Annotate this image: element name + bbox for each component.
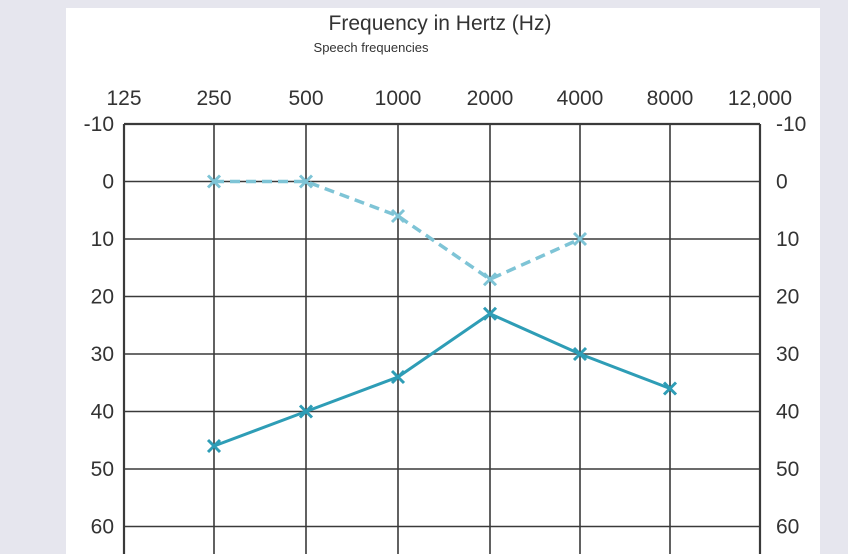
data-point-marker bbox=[206, 438, 222, 454]
data-point-marker bbox=[390, 208, 406, 224]
y-tick-label-right: -10 bbox=[776, 113, 806, 136]
grid bbox=[122, 122, 762, 554]
series-line-2 bbox=[213, 312, 671, 448]
series-layer bbox=[206, 174, 678, 454]
marker-stroke bbox=[390, 369, 406, 385]
data-point-marker bbox=[206, 174, 222, 189]
x-tick-label: 500 bbox=[288, 87, 323, 110]
tick-labels: 125 250 500 1000 2000 4000 8000 12,000 -10 -10 0 0 1… bbox=[84, 87, 807, 539]
x-tick-label: 8000 bbox=[647, 87, 694, 110]
data-point-marker bbox=[390, 369, 406, 385]
data-point-marker bbox=[482, 272, 498, 287]
data-point-marker bbox=[572, 231, 588, 247]
marker-stroke bbox=[206, 438, 222, 454]
y-tick-label-left: 20 bbox=[91, 286, 114, 309]
x-tick-label: 12,000 bbox=[728, 87, 792, 110]
chart-subtitle: Speech frequencies bbox=[314, 40, 429, 55]
y-tick-label-right: 50 bbox=[776, 458, 799, 481]
x-tick-label: 250 bbox=[196, 87, 231, 110]
y-tick-label-right: 20 bbox=[776, 286, 799, 309]
y-tick-label-left: 60 bbox=[91, 516, 114, 539]
marker-stroke bbox=[206, 174, 222, 189]
series-line-1 bbox=[214, 179, 581, 281]
marker-stroke bbox=[390, 208, 406, 224]
marker-stroke bbox=[572, 346, 588, 362]
y-tick-label-right: 10 bbox=[776, 228, 799, 251]
marker-stroke bbox=[662, 381, 678, 396]
marker-stroke bbox=[298, 404, 314, 419]
x-tick-label: 4000 bbox=[557, 87, 604, 110]
y-tick-label-left: 30 bbox=[91, 343, 114, 366]
y-tick-label-left: 0 bbox=[102, 171, 114, 194]
marker-stroke bbox=[572, 231, 588, 247]
y-tick-label-left: -10 bbox=[84, 113, 114, 136]
x-tick-label: 1000 bbox=[375, 87, 422, 110]
data-point-marker bbox=[298, 174, 314, 189]
y-tick-label-left: 40 bbox=[91, 401, 114, 424]
marker-stroke bbox=[482, 272, 498, 287]
chart-title: Frequency in Hertz (Hz) bbox=[329, 12, 552, 35]
y-tick-label-right: 30 bbox=[776, 343, 799, 366]
data-point-marker bbox=[662, 381, 678, 396]
y-tick-label-right: 60 bbox=[776, 516, 799, 539]
data-point-marker bbox=[482, 306, 498, 321]
marker-stroke bbox=[298, 174, 314, 189]
chart-card: 125 250 500 1000 2000 4000 8000 12,000 -10 -10 0 0 1… bbox=[66, 8, 820, 554]
y-tick-label-left: 10 bbox=[91, 228, 114, 251]
y-tick-label-right: 40 bbox=[776, 401, 799, 424]
x-tick-label: 2000 bbox=[467, 87, 514, 110]
y-tick-label-right: 0 bbox=[776, 171, 788, 194]
data-point-marker bbox=[572, 346, 588, 362]
marker-stroke bbox=[482, 306, 498, 321]
audiogram-chart: 125 250 500 1000 2000 4000 8000 12,000 -10 -10 0 0 1… bbox=[84, 12, 807, 554]
data-point-marker bbox=[298, 404, 314, 419]
y-tick-label-left: 50 bbox=[91, 458, 114, 481]
x-tick-label: 125 bbox=[106, 87, 141, 110]
